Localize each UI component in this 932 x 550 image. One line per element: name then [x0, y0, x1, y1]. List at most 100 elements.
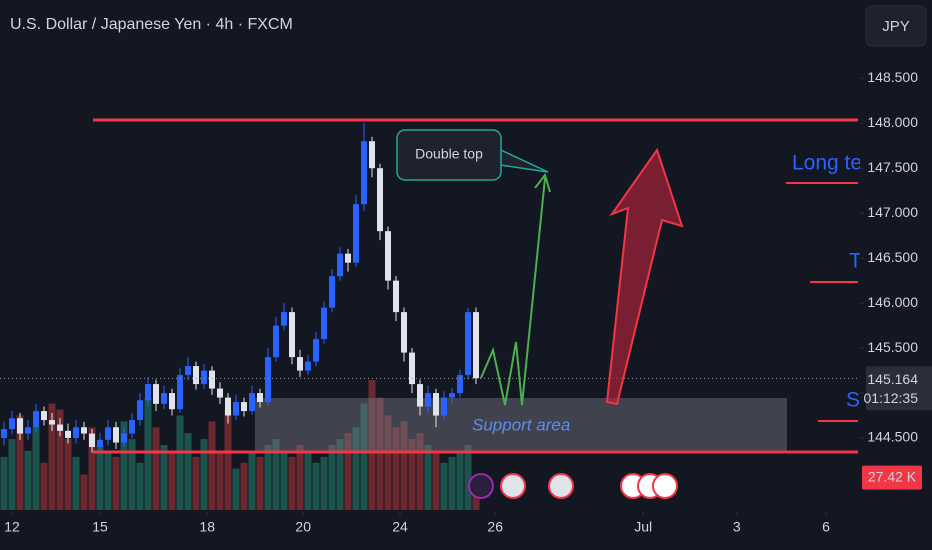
- x-tick-label: 18: [199, 519, 215, 535]
- candle-body: [241, 402, 247, 412]
- candle-body: [57, 424, 63, 431]
- volume-bar: [184, 433, 192, 510]
- candle-body: [65, 430, 71, 439]
- candle-body: [25, 427, 31, 434]
- volume-bar: [432, 450, 440, 510]
- volume-bar: [296, 445, 304, 510]
- volume-bar: [424, 445, 432, 510]
- volume-bar: [40, 462, 48, 510]
- volume-bar: [0, 456, 8, 510]
- candle-body: [41, 411, 47, 421]
- volume-bar: [280, 450, 288, 510]
- volume-bar: [256, 456, 264, 510]
- volume-bar: [456, 450, 464, 510]
- x-tick-label: 15: [92, 519, 108, 535]
- annotation: Support area: [472, 415, 570, 434]
- candle-body: [361, 141, 367, 205]
- candle-body: [89, 433, 95, 448]
- currency-label[interactable]: JPY: [882, 18, 910, 35]
- volume-bar: [312, 462, 320, 510]
- y-tick-label: 146.500: [867, 249, 918, 265]
- volume-bar: [320, 456, 328, 510]
- candle-body: [401, 312, 407, 353]
- volume-bar: [240, 462, 248, 510]
- candle-body: [377, 168, 383, 232]
- candle-body: [129, 420, 135, 434]
- volume-bar: [32, 427, 40, 510]
- x-tick-label: 20: [295, 519, 311, 535]
- event-icon[interactable]: [548, 473, 574, 499]
- volume-bar: [384, 415, 392, 510]
- event-icon[interactable]: [500, 473, 526, 499]
- volume-bar: [96, 445, 104, 510]
- event-icon[interactable]: [468, 473, 494, 499]
- last-price-label: 145.164: [867, 371, 918, 387]
- volume-bar: [120, 421, 128, 510]
- candle-body: [97, 439, 103, 448]
- candle-body: [73, 427, 79, 439]
- projection-path: [480, 177, 546, 406]
- volume-bar: [328, 445, 336, 510]
- volume-bar: [232, 468, 240, 510]
- candle-body: [465, 312, 471, 376]
- candle-body: [353, 204, 359, 263]
- volume-bar: [80, 474, 88, 510]
- event-icon[interactable]: [652, 473, 678, 499]
- volume-bar: [272, 439, 280, 510]
- volume-bar: [128, 439, 136, 510]
- callout-box: [396, 129, 502, 181]
- x-tick-label: 26: [487, 519, 503, 535]
- support-zone: [255, 398, 787, 452]
- candle-body: [113, 427, 119, 443]
- volume-bar: [192, 456, 200, 510]
- candle-body: [289, 312, 295, 358]
- candle-body: [33, 411, 39, 428]
- candle-body: [217, 388, 223, 398]
- candle-body: [305, 361, 311, 371]
- x-tick-label: Jul: [634, 519, 652, 535]
- candle-body: [329, 276, 335, 308]
- candle-body: [225, 397, 231, 416]
- candle-layer: [0, 123, 860, 453]
- volume-bar: [344, 433, 352, 510]
- volume-bar: [248, 450, 256, 510]
- volume-bar: [464, 445, 472, 510]
- candle-body: [81, 427, 87, 434]
- candle-body: [369, 141, 375, 169]
- volume-bar: [112, 456, 120, 510]
- countdown: 01:12:35: [864, 390, 919, 406]
- candle-body: [273, 325, 279, 358]
- candle-body: [201, 370, 207, 385]
- candle-body: [417, 384, 423, 407]
- candle-body: [49, 420, 55, 425]
- candle-body: [145, 384, 151, 401]
- volume-bar: [208, 421, 216, 510]
- x-tick-label: 12: [4, 519, 20, 535]
- volume-bar: [360, 403, 368, 510]
- volume-bar: [368, 380, 376, 510]
- candle-body: [193, 366, 199, 385]
- y-tick-label: 147.500: [867, 159, 918, 175]
- candle-body: [281, 312, 287, 326]
- candle-body: [185, 366, 191, 376]
- candle-body: [425, 393, 431, 407]
- volume-bar: [264, 445, 272, 510]
- candle-body: [441, 397, 447, 416]
- y-tick-label: 146.000: [867, 294, 918, 310]
- volume-bar: [56, 409, 64, 510]
- candle-body: [457, 375, 463, 394]
- volume-bar: [152, 427, 160, 510]
- candle-body: [105, 427, 111, 440]
- annotation: Long ter: [792, 152, 869, 175]
- volume-bar: [416, 433, 424, 510]
- volume-bar: [136, 462, 144, 510]
- x-tick-label: 24: [392, 519, 408, 535]
- candle-body: [433, 393, 439, 416]
- candle-body: [265, 357, 271, 403]
- currency-button[interactable]: [865, 5, 927, 47]
- y-tick-label: 145.500: [867, 339, 918, 355]
- candle-body: [169, 393, 175, 410]
- candle-body: [473, 312, 479, 379]
- volume-bar: [216, 450, 224, 510]
